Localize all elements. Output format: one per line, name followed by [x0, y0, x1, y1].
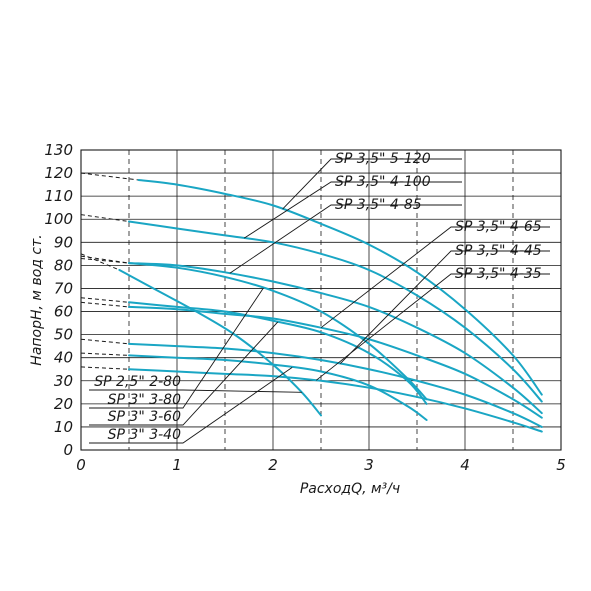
leader-line [89, 389, 302, 393]
leader-line [339, 250, 550, 365]
curve-labels: SP 3,5" 5-120 SP 3,5" 4-100 SP 3,5" 4-85 SP… [94, 151, 542, 443]
y-tick-label: 80 [54, 256, 73, 274]
series-label: SP 3,5" 4-100 [335, 174, 431, 190]
x-tick-label: 5 [556, 456, 566, 474]
series-label: SP 3" 3-80 [108, 392, 181, 408]
dashed-extension [80, 253, 120, 271]
leader-line [315, 273, 550, 381]
curve-line [128, 354, 428, 421]
series-label: SP 3,5" 5-120 [335, 151, 431, 167]
series-label: SP 3,5" 4-45 [455, 243, 542, 259]
y-tick-label: 10 [54, 418, 73, 436]
y-tick-label: 20 [54, 395, 73, 413]
series-label: SP 3" 3-40 [108, 427, 181, 443]
dashed-extension [80, 352, 130, 356]
dashed-extensions [80, 172, 139, 370]
y-tick-label: 40 [54, 349, 73, 367]
leader-line [89, 367, 293, 444]
series-label: SP 3" 3-60 [108, 409, 181, 425]
y-axis-label: НапорH, м вод ст. [29, 234, 45, 365]
curve-line [128, 262, 428, 401]
y-tick-label: 100 [44, 210, 73, 228]
x-tick-label: 4 [460, 456, 470, 474]
leader-line [243, 181, 462, 239]
plot-frame [80, 149, 562, 451]
y-tick-label: 30 [54, 372, 73, 390]
dashed-extension [80, 214, 130, 223]
curve-line [128, 220, 543, 403]
x-tick-label: 1 [172, 456, 182, 474]
leader-line [320, 226, 550, 329]
curves [118, 179, 543, 433]
curve-line [137, 179, 543, 396]
leader-line [229, 204, 462, 274]
curve-line [128, 262, 543, 415]
y-tick-label: 0 [63, 441, 73, 459]
series-label: SP 3,5" 4-85 [335, 197, 422, 213]
y-tick-label: 110 [44, 187, 73, 205]
dashed-extension [80, 366, 130, 370]
leader-lines [89, 158, 550, 444]
dashed-extension [80, 338, 130, 345]
dashed-extension [80, 257, 130, 264]
leader-line [89, 287, 264, 409]
x-tick-label: 3 [364, 456, 374, 474]
curve-line [128, 368, 543, 433]
x-axis-label: РасходQ, м³/ч [300, 481, 400, 497]
y-tick-label: 120 [44, 164, 73, 182]
y-tick-label: 90 [54, 233, 73, 251]
dashed-extension [80, 172, 139, 181]
leader-line [89, 321, 279, 426]
y-tick-label: 130 [44, 141, 73, 159]
curve-line [118, 269, 322, 417]
dashed-extension [80, 297, 130, 303]
series-label: SP 2,5" 2-80 [94, 374, 181, 390]
curve-line [128, 301, 428, 405]
series-label: SP 3,5" 4-35 [455, 266, 542, 282]
y-tick-label: 70 [54, 279, 73, 297]
x-tick-label: 2 [268, 456, 278, 474]
y-tick-label: 50 [54, 326, 73, 344]
curve-line [128, 305, 543, 419]
series-label: SP 3,5" 4-65 [455, 219, 542, 235]
y-tick-label: 60 [54, 303, 73, 321]
leader-line [282, 158, 462, 210]
dashed-extension [80, 301, 130, 308]
curve-line [128, 342, 543, 428]
x-tick-label: 0 [76, 456, 86, 474]
